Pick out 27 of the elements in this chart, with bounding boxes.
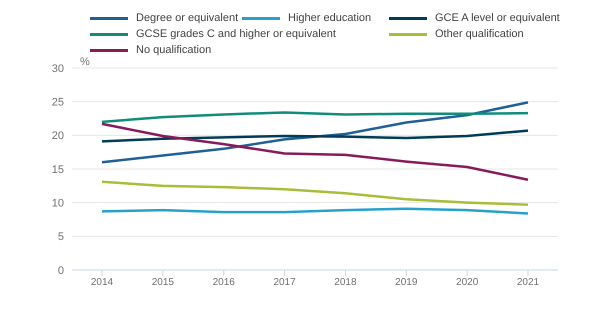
y-tick-label: 0 bbox=[58, 264, 64, 277]
x-tick-label: 2016 bbox=[212, 277, 236, 288]
line-series bbox=[100, 111, 530, 124]
line-series bbox=[100, 101, 530, 164]
x-tick-label: 2018 bbox=[334, 277, 357, 288]
legend-label: Other qualification bbox=[435, 28, 524, 40]
y-tick-label: 30 bbox=[52, 62, 64, 75]
x-tick-label: 2015 bbox=[152, 277, 174, 288]
line-series bbox=[100, 129, 530, 143]
x-tick-label: 2019 bbox=[395, 277, 418, 288]
legend-label: Higher education bbox=[288, 12, 372, 24]
x-tick-label: 2021 bbox=[516, 277, 540, 288]
y-axis-title: % bbox=[80, 56, 90, 68]
legend-label: No qualification bbox=[136, 44, 212, 56]
x-tick-label: 2017 bbox=[273, 277, 296, 288]
x-tick-label: 2020 bbox=[456, 277, 479, 288]
y-tick-label: 20 bbox=[52, 130, 64, 142]
y-tick-label: 5 bbox=[58, 231, 64, 244]
line-series bbox=[100, 122, 530, 182]
y-tick-label: 25 bbox=[52, 96, 64, 109]
legend-label: GCSE grades C and higher or equivalent bbox=[136, 28, 336, 40]
line-series bbox=[100, 180, 530, 206]
x-tick-label: 2014 bbox=[90, 277, 114, 288]
y-tick-label: 15 bbox=[52, 164, 64, 176]
legend-label: Degree or equivalent bbox=[136, 12, 238, 24]
legend-label: GCE A level or equivalent bbox=[435, 12, 560, 24]
y-tick-label: 10 bbox=[52, 198, 64, 210]
